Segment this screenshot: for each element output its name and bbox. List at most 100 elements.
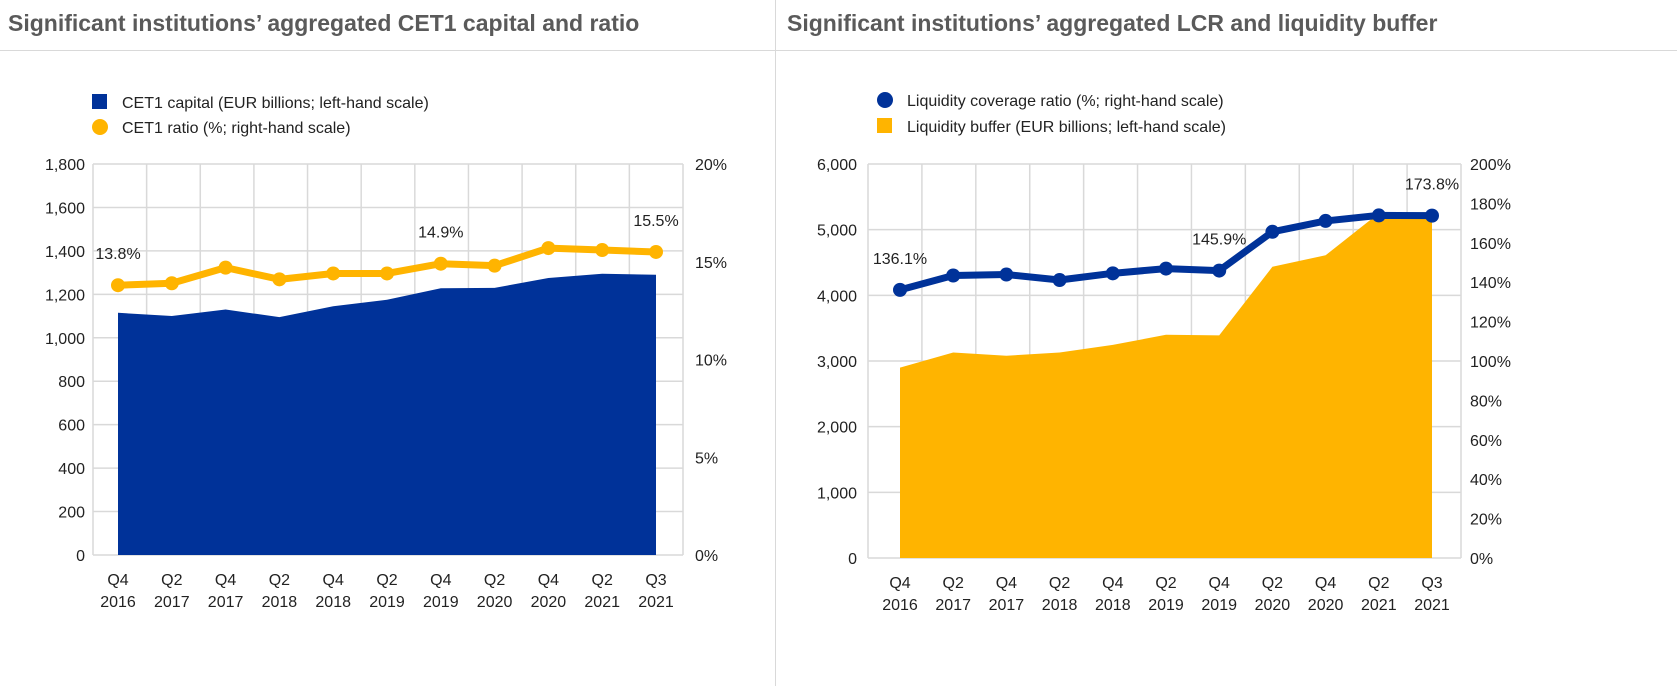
panel-divider [775,0,776,686]
left-axis-tick-label: 200 [58,505,85,522]
line-point [1265,224,1280,239]
data-label: 13.8% [95,246,140,263]
legend-label: Liquidity buffer (EUR billions; left-han… [907,119,1226,136]
right-axis-tick-label: 40% [1470,472,1502,489]
line-point [999,267,1014,282]
line-point [164,276,179,291]
x-tick-label-year: 2019 [423,594,459,611]
x-tick-label-year: 2020 [1255,597,1291,614]
legend-label: CET1 ratio (%; right-hand scale) [122,120,351,137]
line-point [893,282,907,297]
header-divider [0,50,1677,51]
line-point [111,278,125,293]
left-axis-tick-label: 3,000 [817,354,857,371]
line-point [946,268,961,283]
x-tick-label-quarter: Q2 [484,572,505,589]
x-tick-label-year: 2020 [531,594,567,611]
right-axis-tick-label: 200% [1470,157,1511,174]
line-point [1052,273,1067,288]
line-point [380,266,394,281]
x-tick-label-quarter: Q4 [1209,575,1230,592]
x-tick-label-year: 2016 [882,597,918,614]
line-point [218,260,233,275]
x-tick-label-quarter: Q4 [538,572,559,589]
chart-title-cet1: Significant institutions’ aggregated CET… [8,10,640,36]
x-tick-label-year: 2016 [100,594,136,611]
line-point [1212,263,1227,278]
line-point [1318,213,1333,228]
line-point [649,244,663,259]
x-tick-label-year: 2018 [1095,597,1131,614]
left-axis-tick-label: 0 [76,548,85,565]
left-axis-tick-label: 4,000 [817,288,857,305]
left-axis-tick-label: 800 [58,374,85,391]
x-tick-label-quarter: Q2 [592,572,613,589]
line-point [272,272,287,287]
x-tick-label-year: 2021 [1361,597,1397,614]
left-axis-tick-label: 400 [58,461,85,478]
x-tick-label-quarter: Q2 [1368,575,1389,592]
area-series [900,212,1432,558]
left-axis-tick-label: 5,000 [817,223,857,240]
data-label: 136.1% [873,251,927,268]
x-tick-label-quarter: Q2 [376,572,397,589]
right-axis-tick-label: 180% [1470,196,1511,213]
line-point [541,241,556,256]
right-axis-tick-label: 120% [1470,315,1511,332]
left-axis-tick-label: 600 [58,418,85,435]
x-tick-label-quarter: Q2 [1049,575,1070,592]
left-axis-tick-label: 1,000 [817,485,857,502]
left-axis-tick-label: 1,200 [45,287,85,304]
right-axis-tick-label: 20% [1470,512,1502,529]
data-label: 145.9% [1192,232,1246,249]
x-tick-label-year: 2019 [369,594,405,611]
area-series [118,273,656,555]
left-axis-tick-label: 6,000 [817,157,857,174]
legend-circle-icon [92,119,108,135]
x-tick-label-year: 2019 [1148,597,1184,614]
x-tick-label-quarter: Q2 [161,572,182,589]
legend-circle-icon [877,92,893,108]
legend-label: CET1 capital (EUR billions; left-hand sc… [122,95,429,112]
right-axis-tick-label: 60% [1470,433,1502,450]
line-point [1159,261,1173,276]
x-tick-label-year: 2018 [262,594,298,611]
line-point [326,266,341,281]
left-axis-tick-label: 0 [848,551,857,568]
x-tick-label-quarter: Q2 [943,575,964,592]
chart-title-lcr: Significant institutions’ aggregated LCR… [787,10,1438,36]
left-axis-tick-label: 1,400 [45,244,85,261]
x-tick-label-quarter: Q2 [269,572,290,589]
right-axis-tick-label: 5% [695,450,718,467]
line-point [487,258,502,273]
x-tick-label-quarter: Q4 [1102,575,1123,592]
x-tick-label-year: 2020 [477,594,513,611]
data-label: 15.5% [633,213,678,230]
right-axis-tick-label: 140% [1470,275,1511,292]
x-tick-label-year: 2021 [1414,597,1450,614]
x-tick-label-quarter: Q4 [1315,575,1336,592]
left-axis-tick-label: 1,600 [45,200,85,217]
cet1-chart: 0 200 400 600 800 1,000 1,200 1,400 1,600 1,800 0%… [45,94,727,611]
left-axis-tick-label: 1,800 [45,157,85,174]
x-tick-label-quarter: Q4 [107,572,128,589]
x-tick-label-year: 2019 [1201,597,1237,614]
x-tick-label-quarter: Q4 [215,572,236,589]
line-point [1371,208,1386,223]
line-point [1105,266,1120,281]
x-tick-label-quarter: Q4 [430,572,451,589]
x-tick-label-year: 2017 [989,597,1025,614]
right-axis-tick-label: 10% [695,353,727,370]
legend-label: Liquidity coverage ratio (%; right-hand … [907,93,1224,110]
legend-square-icon [877,118,892,133]
x-tick-label-quarter: Q4 [323,572,344,589]
right-axis-tick-label: 0% [695,548,718,565]
legend-square-icon [92,94,107,109]
lcr-chart: 0 1,000 2,000 3,000 4,000 5,000 6,000 0% 20% 40% 6… [817,92,1511,614]
x-tick-label-quarter: Q4 [996,575,1017,592]
right-axis-tick-label: 15% [695,255,727,272]
x-tick-label-quarter: Q2 [1155,575,1176,592]
data-label: 14.9% [418,225,463,242]
x-tick-label-year: 2017 [935,597,971,614]
x-tick-label-year: 2021 [584,594,620,611]
